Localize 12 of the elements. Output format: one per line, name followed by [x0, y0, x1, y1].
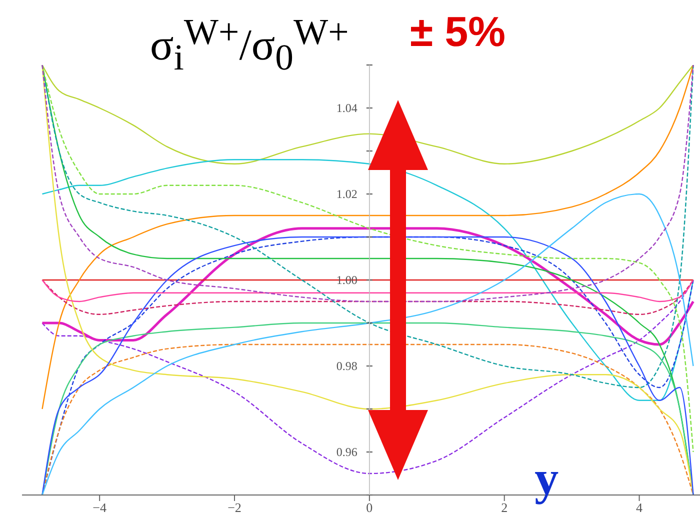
line-series	[42, 159, 694, 401]
x-axis-title: y	[534, 452, 559, 505]
x-tick-label: 0	[366, 500, 373, 516]
x-tick-label: −2	[228, 500, 242, 516]
y-tick-label: 0.98	[336, 359, 358, 373]
x-tick-label: 4	[636, 500, 644, 516]
x-tick-label: 2	[501, 500, 508, 516]
y-tick-label: 1.04	[336, 101, 358, 115]
y-tick-label: 1.02	[336, 187, 358, 201]
x-tick-label: −4	[92, 500, 107, 516]
text: ± 5%	[410, 8, 506, 56]
y-tick-label: 0.96	[336, 445, 358, 459]
